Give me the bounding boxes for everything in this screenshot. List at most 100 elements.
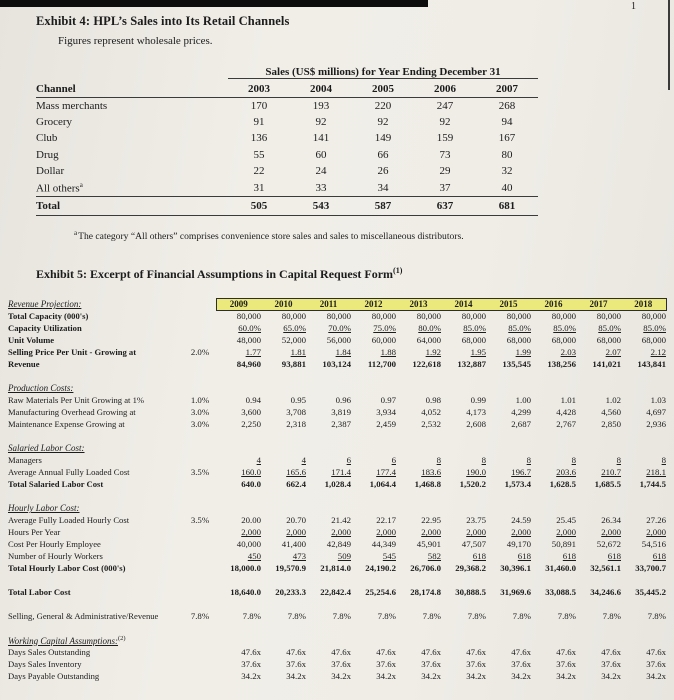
footnote-marker: (2)	[118, 634, 126, 642]
growth-rate	[184, 358, 216, 370]
assumption-value: 64,000	[416, 335, 441, 346]
sales-value: 94	[501, 115, 513, 128]
assumption-value: 7.8%	[512, 611, 531, 622]
sales-value: 268	[498, 99, 516, 112]
assumption-value: 47.6x	[286, 647, 306, 658]
assumption-value: 4,560	[601, 407, 621, 418]
assumption-value: 20,233.3	[275, 587, 306, 598]
spacer	[8, 622, 666, 634]
assumption-label: Days Sales Outstanding	[8, 647, 91, 658]
assumption-row: Days Payable Outstanding 34.2x 34.2x 34.2x 3…	[8, 670, 666, 682]
section-heading-row: Working Capital Assumptions:(2)	[8, 634, 666, 646]
assumption-value: 2,000	[331, 527, 351, 538]
section-heading-label: Working Capital Assumptions:	[8, 635, 119, 646]
exhibit4-body: Mass merchants 170 193 220 247 268 Grocery 91 92…	[36, 97, 538, 196]
assumption-value: 26,706.0	[410, 563, 441, 574]
assumption-value: 33,700.7	[635, 563, 666, 574]
growth-rate	[184, 586, 216, 598]
assumption-value: 24,190.2	[365, 563, 396, 574]
assumption-value: 80,000	[641, 311, 666, 322]
growth-rate: 3.0%	[190, 407, 210, 418]
assumption-value: 218.1	[646, 467, 666, 478]
assumption-label: Capacity Utilization	[8, 323, 82, 334]
assumption-value: 0.98	[425, 395, 441, 406]
assumption-value: 80,000	[596, 311, 621, 322]
assumption-row: Manufacturing Overhead Growing at 3.0% 3,6…	[8, 406, 666, 418]
assumption-value: 85.0%	[643, 323, 666, 334]
assumption-value: 48,000	[236, 335, 261, 346]
assumption-value: 32,561.1	[590, 563, 621, 574]
assumption-value: 2,000	[466, 527, 486, 538]
growth-rate: 7.8%	[190, 611, 210, 622]
exhibit5-table: Revenue Projection: 2009 2010 2011 2012 2013…	[8, 297, 667, 683]
assumption-value: 60,000	[371, 335, 396, 346]
assumption-label: Unit Volume	[8, 335, 55, 346]
growth-rate: 1.0%	[190, 395, 210, 406]
assumption-value: 177.4	[376, 467, 396, 478]
assumption-value: 640.0	[241, 479, 261, 490]
assumption-label: Raw Materials Per Unit Growing at 1%	[8, 395, 145, 406]
assumption-label: Managers	[8, 455, 42, 466]
assumption-value: 37.6x	[376, 659, 396, 670]
assumption-label: Selling, General & Administrative/Revenu…	[8, 611, 159, 622]
assumption-value: 80.0%	[418, 323, 441, 334]
assumption-value: 44,349	[371, 539, 396, 550]
assumption-value: 2.12	[650, 347, 666, 358]
assumption-row: Selling Price Per Unit - Growing at 2.0% 1…	[8, 346, 666, 358]
sales-value: 29	[439, 165, 451, 178]
section-heading: Salaried Labor Cost:	[8, 442, 666, 454]
assumption-value: 7.8%	[557, 611, 576, 622]
assumption-value: 662.4	[286, 479, 306, 490]
assumption-value: 37.6x	[286, 659, 306, 670]
assumption-value: 2,387	[331, 419, 351, 430]
page-number: 1	[631, 1, 636, 12]
assumption-row: Total Hourly Labor Cost (000's) 18,000.0 1…	[8, 562, 666, 574]
assumption-label: Days Sales Inventory	[8, 659, 82, 670]
assumption-value: 1,628.5	[549, 479, 576, 490]
assumption-value: 47.6x	[331, 647, 351, 658]
exhibit5-title-prefix: Exhibit 5	[36, 266, 84, 281]
exhibit4-footnote: aThe category “All others” comprises con…	[74, 229, 674, 242]
assumption-value: 80,000	[506, 311, 531, 322]
assumption-value: 47.6x	[511, 647, 531, 658]
span-header: Sales (US$ millions) for Year Ending Dec…	[228, 61, 539, 79]
assumption-value: 2,318	[286, 419, 306, 430]
channel-label: Drug	[36, 148, 59, 161]
assumption-value: 1,520.2	[459, 479, 486, 490]
assumption-value: 190.0	[466, 467, 486, 478]
exhibit5-title-footnote-marker: (1)	[393, 265, 403, 275]
assumption-value: 0.94	[245, 395, 261, 406]
assumption-value: 1.95	[470, 347, 486, 358]
sales-value: 37	[439, 181, 451, 194]
year-header: 2003	[228, 78, 290, 98]
assumption-value: 37.6x	[241, 659, 261, 670]
sales-value: 170	[250, 99, 268, 112]
channel-row: Mass merchants 170 193 220 247 268	[36, 97, 538, 114]
assumption-value: 85.0%	[463, 323, 486, 334]
assumption-value: 37.6x	[511, 659, 531, 670]
assumption-label: Manufacturing Overhead Growing at	[8, 407, 136, 418]
assumption-value: 135,545	[502, 359, 531, 370]
assumption-value: 37.6x	[331, 659, 351, 670]
channel-label: All othersa	[36, 180, 83, 195]
assumption-value: 8	[481, 455, 486, 466]
assumption-row: Days Sales Outstanding 47.6x 47.6x 47.6x 47.…	[8, 646, 666, 658]
assumption-value: 8	[436, 455, 441, 466]
exhibit4-table: Sales (US$ millions) for Year Ending Dec…	[36, 61, 539, 216]
assumption-value: 2,000	[601, 527, 621, 538]
assumption-value: 132,887	[457, 359, 486, 370]
growth-rate	[184, 538, 216, 550]
section-heading-row: Salaried Labor Cost:	[8, 442, 666, 454]
assumption-value: 34.2x	[511, 671, 531, 682]
assumption-value: 34,246.6	[590, 587, 621, 598]
channel-row: Grocery 91 92 92 92 94	[36, 114, 538, 131]
exhibit4-title-prefix: Exhibit 4	[36, 14, 86, 28]
assumption-value: 2,000	[646, 527, 666, 538]
section-heading-label: Production Costs:	[8, 383, 74, 394]
growth-rate	[184, 550, 216, 562]
sales-value: 92	[377, 115, 389, 128]
assumption-value: 47.6x	[376, 647, 396, 658]
growth-rate: 2.0%	[190, 347, 210, 358]
year-header: 2018	[621, 297, 667, 311]
assumption-value: 20.00	[241, 515, 261, 526]
